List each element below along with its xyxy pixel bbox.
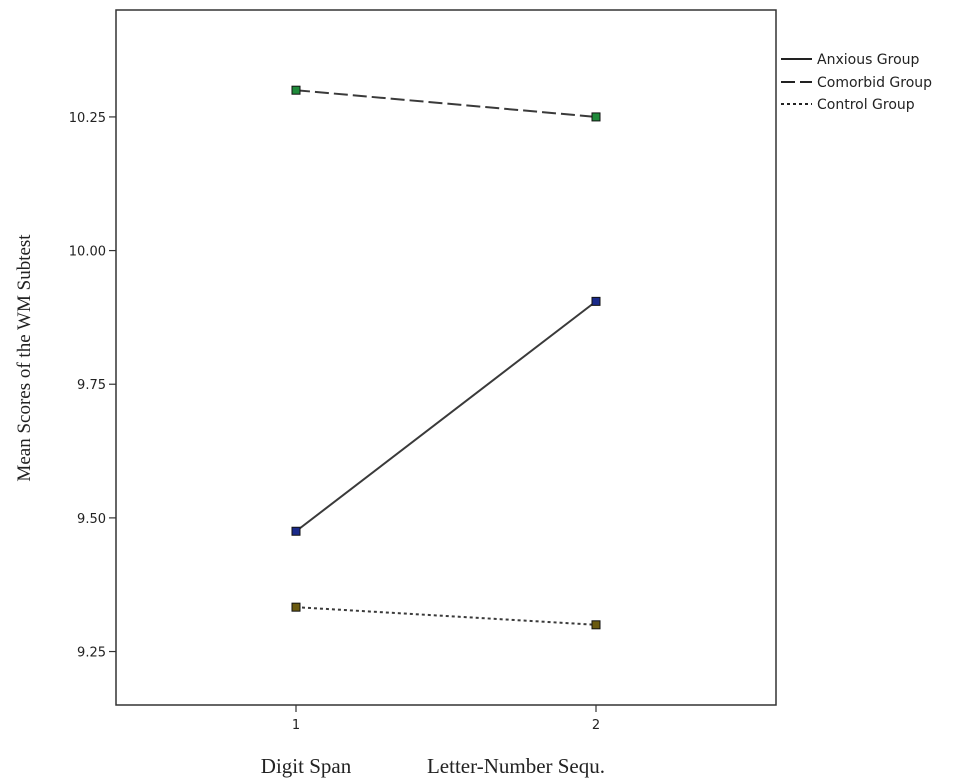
legend-label: Anxious Group: [817, 52, 920, 68]
series-anxious-group: [291, 296, 601, 536]
data-point: [291, 526, 301, 536]
data-point: [591, 620, 601, 630]
legend-label: Control Group: [817, 97, 915, 113]
data-point: [591, 112, 601, 122]
category-labels: Digit Span Letter-Number Sequ.: [261, 754, 605, 778]
series-line: [295, 300, 597, 533]
category-label: Letter-Number Sequ.: [427, 754, 605, 778]
y-tick-label: 9.25: [77, 646, 106, 661]
y-axis: 9.25 9.50 9.75 10.00 10.25: [69, 111, 116, 661]
legend-label: Comorbid Group: [817, 75, 932, 91]
series-control-group: [291, 602, 601, 630]
series-comorbid-group: [291, 85, 601, 122]
x-tick-label: 2: [592, 718, 600, 733]
y-tick-label: 10.00: [69, 245, 106, 260]
legend-item-control-group: Control Group: [781, 97, 915, 113]
data-point: [291, 602, 301, 612]
legend-item-anxious-group: Anxious Group: [781, 52, 920, 68]
category-label: Digit Span: [261, 754, 352, 778]
y-tick-label: 10.25: [69, 111, 106, 126]
series-line: [295, 89, 597, 118]
data-point: [591, 296, 601, 306]
series-line: [295, 606, 597, 626]
x-tick-label: 1: [292, 718, 300, 733]
y-tick-label: 9.50: [77, 512, 106, 527]
legend: Anxious Group Comorbid Group Control Group: [781, 52, 932, 113]
y-tick-label: 9.75: [77, 378, 106, 393]
plot-frame: [115, 9, 777, 706]
legend-item-comorbid-group: Comorbid Group: [781, 75, 932, 91]
y-axis-title: Mean Scores of the WM Subtest: [14, 234, 35, 482]
series-layer: [291, 85, 601, 630]
data-point: [291, 85, 301, 95]
